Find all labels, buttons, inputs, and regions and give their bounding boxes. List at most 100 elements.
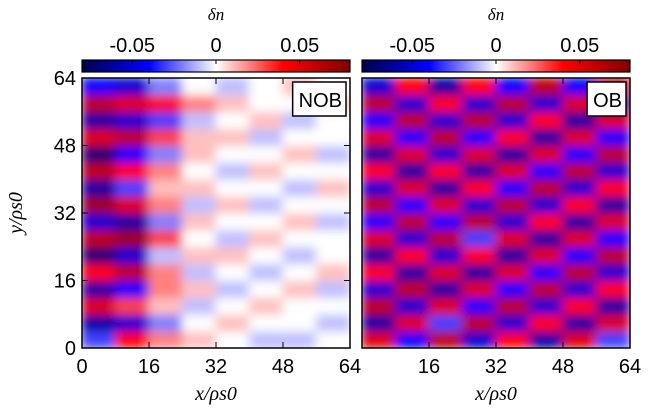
heatmap-cell	[249, 128, 284, 146]
heatmap-cell	[495, 212, 530, 231]
heatmap-cell	[362, 178, 396, 197]
heatmap-cell	[182, 246, 217, 265]
heatmap-cell	[82, 145, 116, 163]
heatmap-cell	[282, 128, 317, 146]
heatmap	[82, 78, 350, 348]
heatmap-cell	[562, 330, 597, 348]
heatmap-cell	[115, 128, 150, 146]
heatmap-cell	[82, 212, 116, 231]
heatmap-cell	[495, 330, 530, 348]
heatmap-cell	[529, 195, 564, 214]
y-tick-label: 32	[54, 203, 76, 225]
heatmap-cell	[562, 161, 597, 180]
heatmap-cell	[148, 94, 183, 113]
heatmap-cell	[82, 330, 116, 348]
heatmap-cell	[596, 178, 630, 197]
heatmap-cell	[82, 178, 116, 197]
heatmap-cell	[395, 313, 430, 332]
heatmap-cell	[562, 195, 597, 214]
heatmap-clip	[82, 78, 350, 348]
heatmap-cell	[462, 161, 497, 180]
heatmap-cell	[215, 280, 250, 298]
heatmap-cell	[495, 296, 530, 315]
heatmap-cell	[182, 145, 217, 163]
heatmap-cell	[249, 178, 284, 197]
heatmap-cell	[82, 78, 116, 96]
heatmap-cell	[82, 280, 116, 298]
heatmap-cell	[529, 229, 564, 248]
heatmap-cell	[148, 195, 183, 214]
heatmap-cell	[82, 296, 116, 315]
heatmap	[362, 78, 630, 348]
heatmap-cell	[215, 178, 250, 197]
heatmap-cell	[596, 145, 630, 163]
heatmap-cell	[462, 330, 497, 348]
heatmap-cell	[115, 195, 150, 214]
heatmap-cell	[215, 145, 250, 163]
heatmap-cell	[462, 296, 497, 315]
heatmap-cell	[282, 229, 317, 248]
x-tick-label: 64	[619, 356, 641, 378]
heatmap-cell	[562, 128, 597, 146]
heatmap-cell	[249, 296, 284, 315]
heatmap-cell	[462, 263, 497, 281]
heatmap-cell	[115, 313, 150, 332]
heatmap-cell	[362, 78, 396, 96]
heatmap-cell	[529, 313, 564, 332]
heatmap-cell	[115, 161, 150, 180]
heatmap-cell	[529, 212, 564, 231]
heatmap-cell	[282, 296, 317, 315]
heatmap-cell	[215, 212, 250, 231]
heatmap-cell	[529, 330, 564, 348]
heatmap-cell	[115, 280, 150, 298]
heatmap-cell	[428, 229, 463, 248]
heatmap-cell	[462, 111, 497, 130]
heatmap-cell	[495, 229, 530, 248]
heatmap-cell	[282, 212, 317, 231]
heatmap-cell	[395, 78, 430, 96]
heatmap-cell	[495, 280, 530, 298]
x-axis-label: x/ρs0	[474, 383, 517, 405]
heatmap-cell	[148, 128, 183, 146]
heatmap-cell	[215, 195, 250, 214]
heatmap-cell	[282, 195, 317, 214]
heatmap-cell	[362, 94, 396, 113]
heatmap-cell	[529, 178, 564, 197]
heatmap-cell	[362, 145, 396, 163]
heatmap-cell	[249, 229, 284, 248]
heatmap-cell	[596, 212, 630, 231]
heatmap-cell	[596, 246, 630, 265]
heatmap-cell	[395, 330, 430, 348]
heatmap-cell	[428, 145, 463, 163]
heatmap-cell	[428, 313, 463, 332]
heatmap-cell	[148, 246, 183, 265]
heatmap-cell	[462, 229, 497, 248]
heatmap-cell	[282, 145, 317, 163]
panel-label: NOB	[291, 81, 347, 117]
heatmap-cell	[395, 128, 430, 146]
heatmap-cell	[316, 178, 350, 197]
heatmap-cell	[249, 246, 284, 265]
heatmap-cell	[316, 246, 350, 265]
heatmap-cell	[495, 195, 530, 214]
colorbar-tick-label: 0.05	[560, 35, 599, 57]
x-tick-label: 48	[552, 356, 574, 378]
heatmap-cell	[362, 195, 396, 214]
heatmap-cell	[215, 78, 250, 96]
heatmap-cell	[249, 94, 284, 113]
heatmap-cell	[562, 296, 597, 315]
x-tick-label: 32	[205, 356, 227, 378]
colorbar-tick-label: -0.05	[109, 35, 155, 57]
heatmap-cell	[249, 263, 284, 281]
heatmap-cell	[596, 313, 630, 332]
heatmap-cell	[282, 161, 317, 180]
heatmap-cell	[395, 145, 430, 163]
heatmap-cell	[529, 145, 564, 163]
colorbar-tick-label: 0	[490, 35, 501, 57]
heatmap-cell	[462, 94, 497, 113]
heatmap-cell	[182, 280, 217, 298]
colorbar-tick-label: 0.05	[280, 35, 319, 57]
y-tick-label: 48	[54, 136, 76, 158]
heatmap-cell	[316, 195, 350, 214]
heatmap-cell	[428, 195, 463, 214]
